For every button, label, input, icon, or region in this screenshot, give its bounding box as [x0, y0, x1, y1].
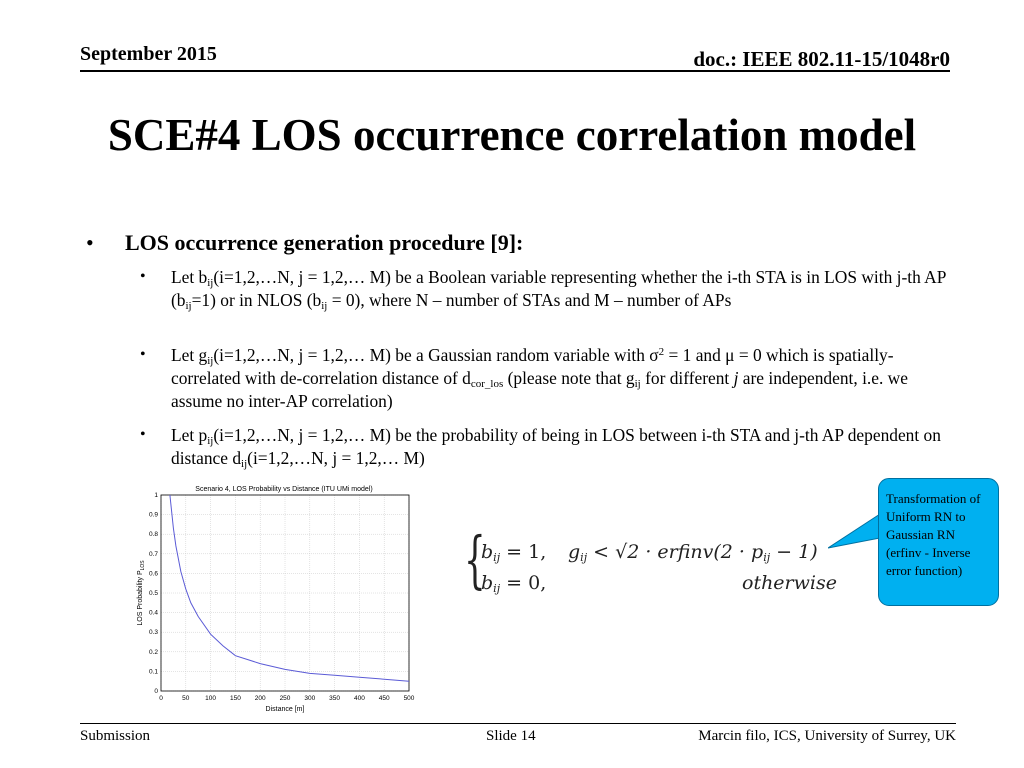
- chart-y-tick-label: 0.6: [149, 570, 158, 577]
- chart-grid: [160, 494, 410, 692]
- footer-slide-number: Slide 14: [486, 728, 536, 744]
- los-probability-chart: Scenario 4, LOS Probability vs Distance …: [137, 486, 415, 713]
- chart-plot-frame: [160, 494, 410, 692]
- chart-x-tick-label: 400: [354, 695, 365, 702]
- chart-y-tick-label: 0.9: [149, 512, 158, 519]
- chart-x-tick-label: 200: [255, 695, 266, 702]
- footer-author: Marcin filo, ICS, University of Surrey, …: [698, 728, 956, 744]
- formula-case-2: bij = 0,: [481, 572, 547, 595]
- header-doc-id: doc.: IEEE 802.11-15/1048r0: [693, 47, 950, 71]
- sub-bullet-1: Let bij(i=1,2,…N, j = 1,2,… M) be a Bool…: [171, 267, 946, 312]
- formula-otherwise: otherwise: [742, 572, 837, 594]
- chart-x-tick-label: 150: [230, 695, 241, 702]
- sub-bullet-2: Let gij(i=1,2,…N, j = 1,2,… M) be a Gaus…: [171, 345, 908, 411]
- header-date: September 2015: [80, 43, 217, 65]
- bullet-marker: •: [86, 230, 94, 255]
- chart-x-tick-label: 100: [205, 695, 216, 702]
- callout-shape: [878, 478, 999, 606]
- chart-ticks: 0 50 100 150 200 250 300 350 400 450 500 0 0.1 0.2 0.3…: [149, 492, 415, 702]
- chart-x-tick-label: 500: [404, 695, 415, 702]
- formula-brace: {: [464, 523, 486, 596]
- callout-bubble: Transformation of Uniform RN to Gaussian…: [878, 478, 999, 606]
- sub-bullet-3: Let pij(i=1,2,…N, j = 1,2,… M) be the pr…: [171, 425, 941, 470]
- slide-title: SCE#4 LOS occurrence correlation model: [107, 110, 917, 160]
- chart-y-tick-label: 0.3: [149, 629, 158, 636]
- chart-y-tick-label: 0.7: [149, 551, 158, 558]
- formula-case-1: bij = 1,: [481, 541, 547, 564]
- formula-condition: gij < √2 · erfinv(2 · pij − 1): [568, 541, 818, 564]
- chart-x-tick-label: 450: [379, 695, 390, 702]
- chart-y-label: LOS Probability PLOS: [137, 560, 146, 626]
- chart-title: Scenario 4, LOS Probability vs Distance …: [195, 486, 372, 493]
- chart-y-tick-label: 0.8: [149, 531, 158, 538]
- sub-bullet-marker: •: [140, 268, 146, 285]
- los-decision-formula: { bij = 1, gij < √2 · erfinv(2 · pij − 1…: [464, 529, 844, 601]
- chart-x-tick-label: 250: [280, 695, 291, 702]
- chart-x-tick-label: 300: [304, 695, 315, 702]
- chart-y-tick-label: 0.2: [149, 649, 158, 656]
- bullet-heading: LOS occurrence generation procedure [9]:: [125, 230, 524, 255]
- chart-y-tick-label: 1: [154, 492, 158, 499]
- chart-y-tick-label: 0.4: [149, 610, 158, 617]
- sub-bullet-marker: •: [140, 426, 146, 443]
- sub-bullet-marker: •: [140, 346, 146, 363]
- header-rule: [80, 70, 950, 72]
- footer-rule: [80, 723, 956, 724]
- callout-text: Transformation of Uniform RN to Gaussian…: [886, 491, 981, 578]
- chart-y-tick-label: 0.5: [149, 590, 158, 597]
- chart-y-tick-label: 0: [154, 688, 158, 695]
- footer-submission: Submission: [80, 728, 151, 744]
- chart-x-tick-label: 0: [159, 695, 163, 702]
- chart-x-tick-label: 50: [182, 695, 190, 702]
- chart-x-tick-label: 350: [329, 695, 340, 702]
- chart-x-label: Distance [m]: [266, 706, 305, 713]
- chart-y-tick-label: 0.1: [149, 668, 158, 675]
- chart-series-line: [169, 494, 410, 682]
